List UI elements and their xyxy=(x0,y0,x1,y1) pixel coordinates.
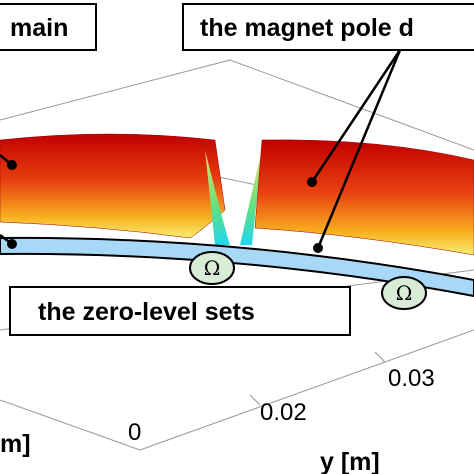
annotation-box xyxy=(0,3,97,51)
annotation: the magnet pole d xyxy=(200,14,414,42)
y-tick-label: 0.02 xyxy=(260,399,307,426)
leader-dots xyxy=(7,160,323,253)
y-tick-label: 0 xyxy=(128,419,141,446)
annotation: the zero-level sets xyxy=(38,298,255,326)
annotation-box xyxy=(182,3,474,51)
y-tick-label: 0.03 xyxy=(388,365,435,392)
surface-right xyxy=(254,139,474,256)
axis-title: m] xyxy=(0,430,31,458)
annotation-box xyxy=(9,286,351,336)
axis-title: y [m] xyxy=(320,448,380,474)
annotation: main xyxy=(10,14,68,42)
region-marker xyxy=(381,276,427,310)
zero-level-strip xyxy=(0,236,474,298)
region-label: Ω xyxy=(396,281,413,305)
region-marker xyxy=(189,251,235,285)
surface-dip xyxy=(205,150,262,245)
region-label: Ω xyxy=(204,256,221,280)
surface-left xyxy=(0,133,226,239)
